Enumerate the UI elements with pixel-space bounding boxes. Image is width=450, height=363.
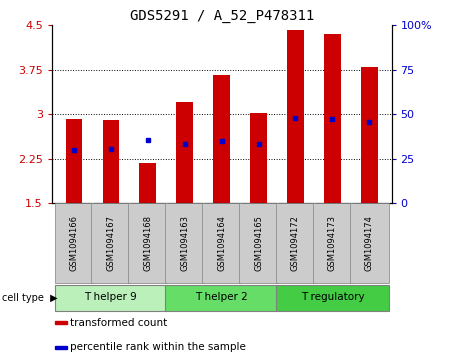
Bar [54, 203, 93, 283]
Text: GSM1094172: GSM1094172 [291, 215, 300, 271]
Bar [239, 203, 278, 283]
Bar [176, 102, 193, 203]
Bar [140, 163, 156, 203]
Bar [313, 203, 352, 283]
Text: GSM1094167: GSM1094167 [106, 215, 115, 271]
Text: GSM1094173: GSM1094173 [328, 215, 337, 271]
Bar [287, 30, 304, 203]
Title: GDS5291 / A_52_P478311: GDS5291 / A_52_P478311 [130, 9, 314, 23]
Text: percentile rank within the sample: percentile rank within the sample [71, 342, 246, 352]
Text: transformed count: transformed count [71, 318, 168, 327]
Bar [66, 119, 82, 203]
Text: GSM1094165: GSM1094165 [254, 215, 263, 271]
Bar [250, 113, 267, 203]
Text: GSM1094168: GSM1094168 [143, 215, 152, 271]
Bar [202, 203, 241, 283]
Text: GSM1094166: GSM1094166 [69, 215, 78, 271]
Bar [91, 203, 130, 283]
Text: GSM1094164: GSM1094164 [217, 215, 226, 271]
Bar [55, 346, 67, 348]
Bar [128, 203, 167, 283]
Text: T helper 9: T helper 9 [85, 292, 137, 302]
Bar [55, 321, 67, 324]
Bar [213, 75, 230, 203]
Text: T helper 2: T helper 2 [195, 292, 248, 302]
Text: cell type  ▶: cell type ▶ [2, 293, 58, 303]
Bar [54, 285, 167, 311]
Bar [276, 203, 315, 283]
Text: T regulatory: T regulatory [301, 292, 364, 302]
Bar [276, 285, 389, 311]
Bar [103, 120, 119, 203]
Bar [165, 285, 278, 311]
Bar [165, 203, 204, 283]
Text: GSM1094163: GSM1094163 [180, 215, 189, 271]
Text: GSM1094174: GSM1094174 [365, 215, 374, 271]
Bar [361, 67, 378, 203]
Bar [324, 34, 341, 203]
Bar [350, 203, 389, 283]
